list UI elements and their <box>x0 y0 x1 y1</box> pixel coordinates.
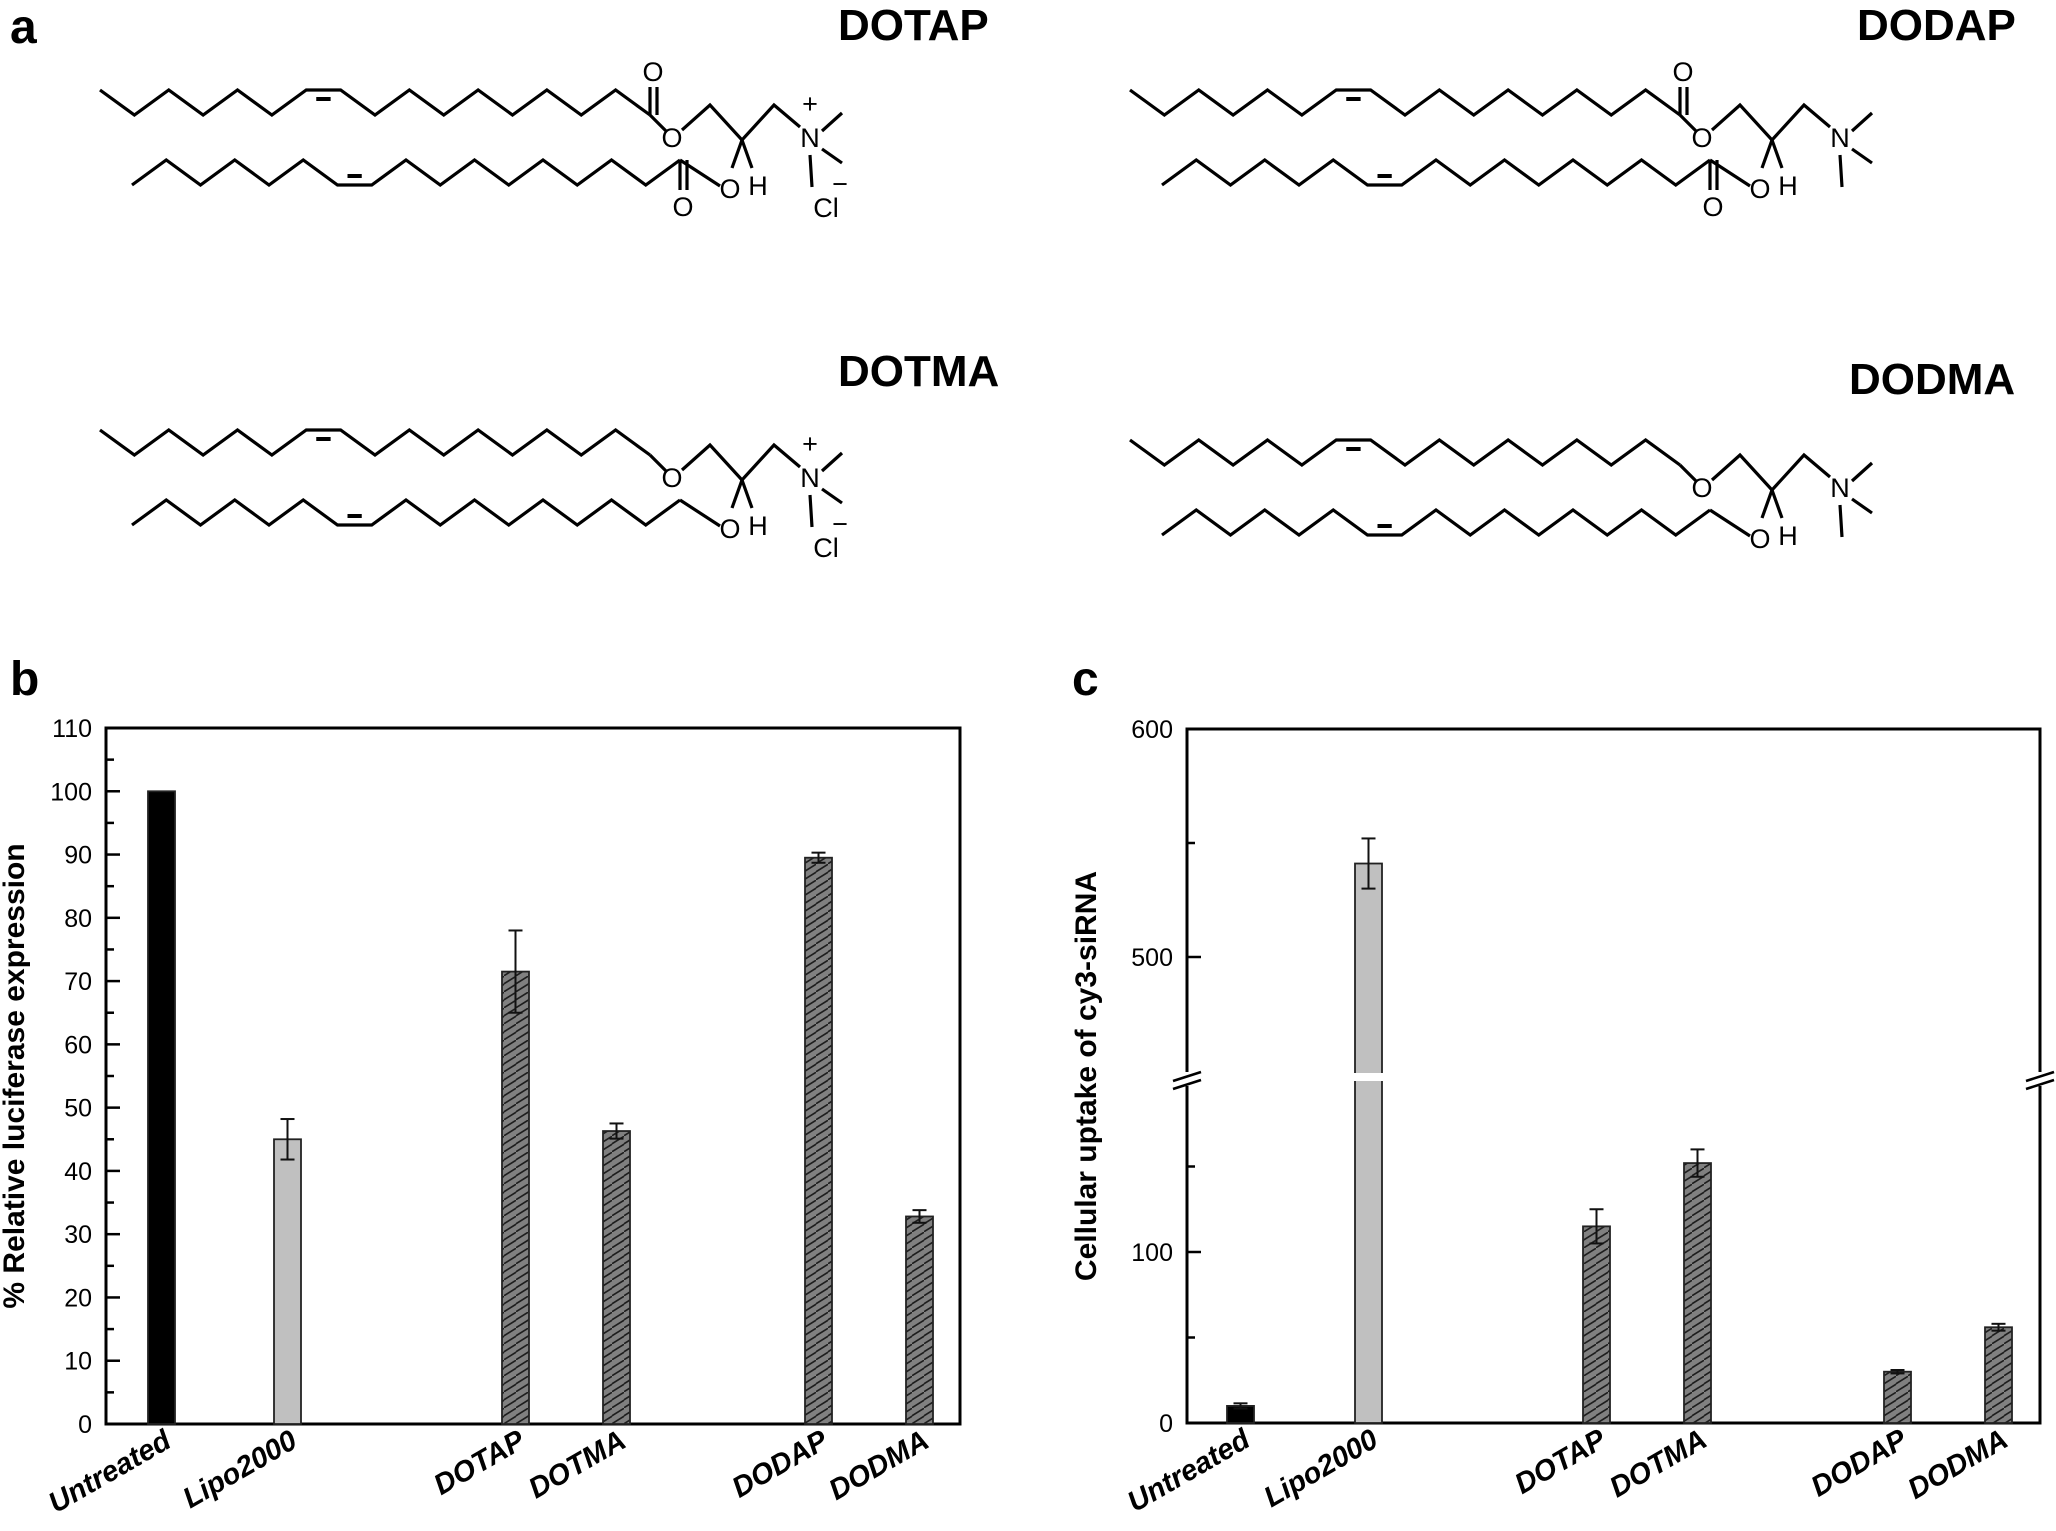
molecule-name-dotap: DOTAP <box>838 1 989 50</box>
plus-charge: + <box>802 89 818 119</box>
oxygen-atom: O <box>1691 473 1712 503</box>
bar-dodap <box>1883 1370 1912 1424</box>
x-category-label: DOTAP <box>428 1424 531 1502</box>
bar-dotap <box>1582 1225 1611 1424</box>
oxygen-atom: O <box>661 123 682 153</box>
hydrogen-atom: H <box>748 171 768 201</box>
nitrogen-atom: N <box>1830 473 1850 503</box>
molecule-name-dodma: DODMA <box>1849 355 2016 404</box>
y-tick-label: 20 <box>64 1284 92 1312</box>
y-tick-label: 0 <box>1159 1410 1173 1438</box>
y-axis-title: % Relative luciferase expression <box>0 843 31 1308</box>
bar-lipo2000 <box>1354 862 1383 1424</box>
x-category-label: Untreated <box>43 1424 177 1520</box>
bar-dodap <box>804 856 833 1425</box>
hydrogen-atom: H <box>1778 171 1798 201</box>
oxygen-atom: O <box>719 174 740 204</box>
bar-untreated <box>147 790 176 1425</box>
oxygen-atom: O <box>672 192 693 222</box>
bar-dodma <box>905 1215 934 1425</box>
oxygen-atom: O <box>1702 192 1723 222</box>
bar-dotap <box>501 970 530 1425</box>
oxygen-atom: O <box>719 514 740 544</box>
molecule-name-dotma: DOTMA <box>838 347 1000 396</box>
x-category-label: DOTMA <box>523 1424 631 1505</box>
panel-letter-b: b <box>10 653 40 706</box>
y-tick-label: 50 <box>64 1095 92 1123</box>
y-tick-label: 600 <box>1131 716 1173 744</box>
oxygen-atom: O <box>1749 174 1770 204</box>
x-category-label: DODAP <box>727 1424 834 1504</box>
y-tick-label: 30 <box>64 1221 92 1249</box>
x-category-label: DOTAP <box>1509 1423 1612 1501</box>
y-tick-label: 90 <box>64 842 92 870</box>
y-tick-label: 80 <box>64 905 92 933</box>
bar-dotma <box>1683 1162 1712 1424</box>
hydrogen-atom: H <box>748 511 768 541</box>
plus-charge: + <box>802 429 818 459</box>
y-tick-label: 100 <box>1131 1239 1173 1267</box>
panel-letter-c: c <box>1072 653 1099 706</box>
y-tick-label: 0 <box>78 1411 92 1439</box>
y-tick-label: 40 <box>64 1158 92 1186</box>
hydrogen-atom: H <box>1778 521 1798 551</box>
bar-dodma <box>1984 1326 2013 1424</box>
x-category-label: Untreated <box>1122 1423 1256 1519</box>
bar-dotma <box>602 1130 631 1425</box>
chloride-ion: Cl <box>813 193 839 223</box>
chloride-ion: Cl <box>813 533 839 563</box>
oxygen-atom: O <box>1691 123 1712 153</box>
minus-charge: − <box>832 509 848 539</box>
nitrogen-atom: N <box>1830 123 1850 153</box>
y-tick-label: 100 <box>50 778 92 806</box>
bar-lipo2000 <box>273 1138 302 1425</box>
oxygen-atom: O <box>642 57 663 87</box>
x-category-label: DOTMA <box>1604 1423 1712 1504</box>
oxygen-atom: O <box>1749 524 1770 554</box>
minus-charge: − <box>832 169 848 199</box>
x-category-label: DODMA <box>824 1424 935 1506</box>
x-category-label: Lipo2000 <box>1259 1423 1384 1514</box>
nitrogen-atom: N <box>800 463 820 493</box>
axis-break-gap <box>1353 1073 1384 1081</box>
y-tick-label: 60 <box>64 1031 92 1059</box>
panel-letter-a: a <box>10 1 37 54</box>
x-category-label: Lipo2000 <box>178 1424 303 1515</box>
chart-b-luciferase-expression: 0 10 20 30 40 50 60 70 80 90 100 110 Untreated Lipo20… <box>0 715 962 1520</box>
molecule-name-dodap: DODAP <box>1857 1 2016 50</box>
oxygen-atom: O <box>1672 57 1693 87</box>
y-tick-label: 10 <box>64 1348 92 1376</box>
y-axis-title: Cellular uptake of cy3-siRNA <box>1070 871 1103 1281</box>
x-category-label: DODMA <box>1903 1423 2014 1505</box>
y-tick-label: 70 <box>64 968 92 996</box>
x-category-label: DODAP <box>1806 1423 1913 1503</box>
nitrogen-atom: N <box>800 123 820 153</box>
y-tick-label: 110 <box>52 715 92 743</box>
oxygen-atom: O <box>661 463 682 493</box>
y-tick-label: 500 <box>1131 944 1173 972</box>
